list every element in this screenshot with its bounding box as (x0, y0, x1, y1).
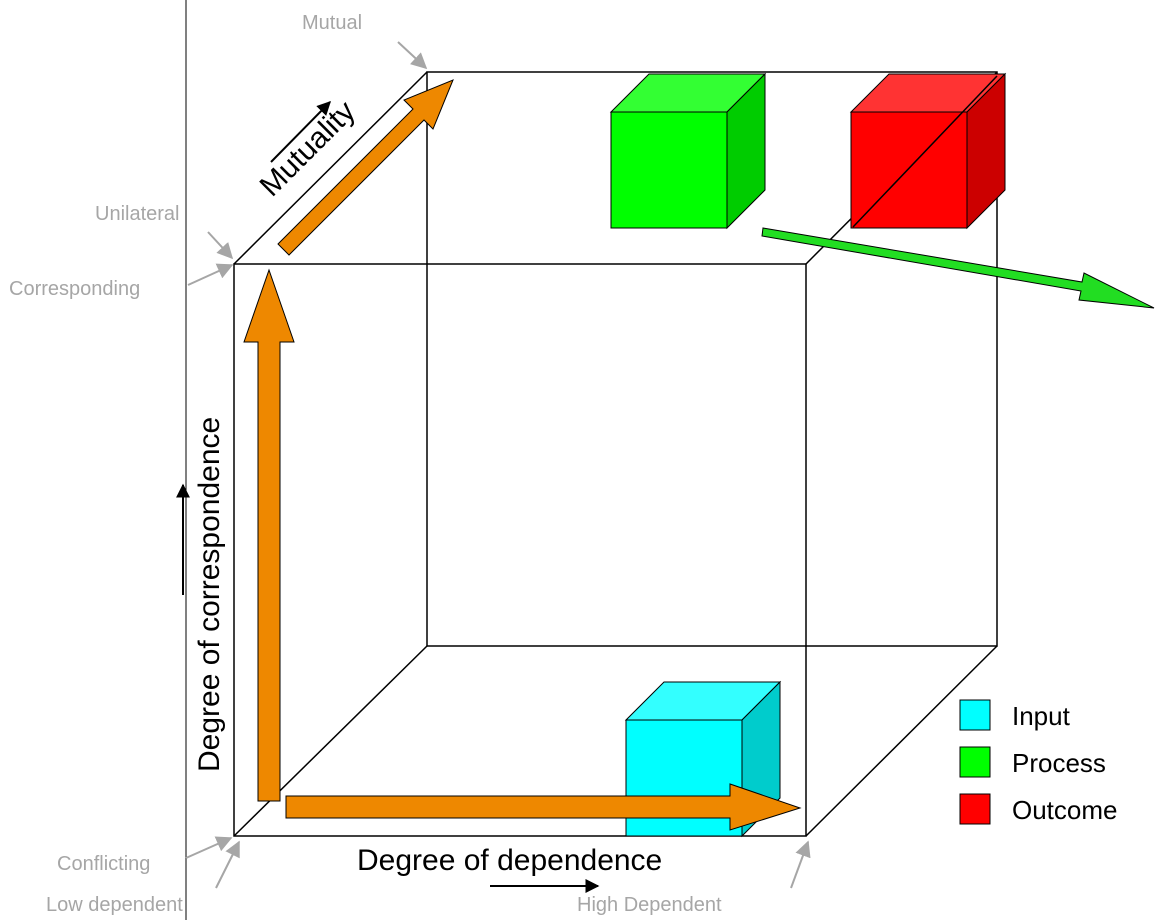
corresponding-label: Corresponding (9, 278, 140, 300)
legend-label: Process (1012, 748, 1106, 778)
legend-swatch (959, 699, 991, 731)
cube-edge-top-right-over (852, 75, 998, 228)
legend-swatch (959, 793, 991, 825)
legend-item-outcome: Outcome (959, 793, 1118, 825)
cube-back-face (426, 71, 998, 647)
legend-label: Outcome (1012, 795, 1118, 825)
legend-label: Input (1012, 701, 1071, 731)
gray-pointer-arrows (185, 41, 811, 889)
legend-item-input: Input (959, 699, 1071, 731)
cube-edge-bottom-right (805, 645, 998, 837)
conflicting-label: Conflicting (57, 853, 150, 875)
direction-arrows (176, 101, 600, 893)
process-cube (609, 72, 767, 230)
high-dependent-label: High Dependent (577, 894, 722, 916)
legend-item-process: Process (959, 746, 1106, 778)
legend-swatch (959, 746, 991, 778)
process-cube-front (610, 111, 728, 229)
legend: Input Process Outcome (959, 699, 1118, 825)
dependence-axis-title: Degree of dependence (357, 844, 662, 877)
conflicting-pointer-arrow (185, 836, 233, 859)
input-cube-front (625, 719, 743, 837)
corresponding-pointer-arrow (187, 263, 234, 286)
correspondence-axis-title: Degree of correspondence (193, 417, 226, 772)
low-dependent-label: Low dependent (46, 894, 183, 916)
cube-front-face (233, 263, 807, 837)
unilateral-label: Unilateral (95, 203, 179, 225)
orange-axis-arrows (243, 79, 802, 831)
mutuality-direction-arrow (270, 101, 331, 163)
correspondence-arrow (243, 268, 295, 802)
unilateral-pointer-arrow (207, 231, 234, 260)
cube-edge-bottom-left (233, 645, 428, 837)
cube-edge-top-left (233, 71, 428, 265)
mutual-pointer-arrow (397, 41, 428, 70)
high-dependent-pointer-arrow (790, 840, 811, 889)
dependence-arrow (285, 783, 802, 831)
green-arrow (761, 227, 1155, 309)
mutual-label: Mutual (302, 12, 362, 34)
low-dependent-pointer-arrow (215, 840, 240, 889)
mutuality-arrow (277, 79, 454, 256)
